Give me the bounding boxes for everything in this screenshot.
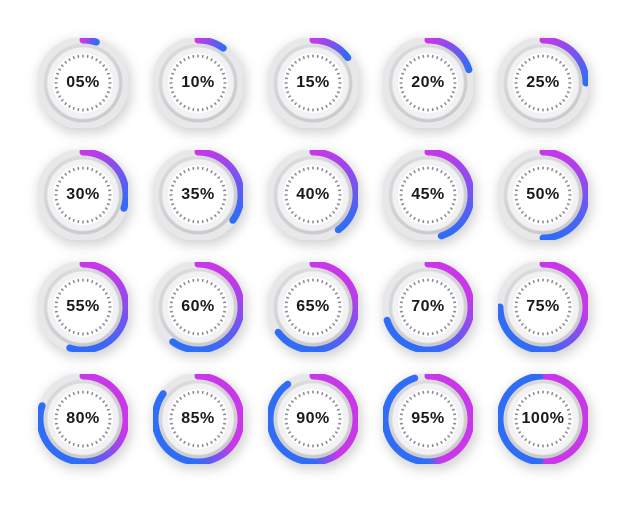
dial-value-label: 100% [498,374,588,464]
progress-dial: 35% [153,150,243,240]
dial-value-label: 75% [498,262,588,352]
dial-value-label: 30% [38,150,128,240]
dial-value-label: 80% [38,374,128,464]
progress-dial: 70% [383,262,473,352]
dial-value-label: 45% [383,150,473,240]
progress-dial: 20% [383,38,473,128]
dial-value-label: 10% [153,38,243,128]
progress-dial: 80% [38,374,128,464]
progress-dial: 65% [268,262,358,352]
progress-dial: 40% [268,150,358,240]
progress-dial: 45% [383,150,473,240]
progress-dial: 60% [153,262,243,352]
dial-value-label: 15% [268,38,358,128]
dial-value-label: 05% [38,38,128,128]
dial-value-label: 35% [153,150,243,240]
progress-dial: 30% [38,150,128,240]
dial-value-label: 40% [268,150,358,240]
dial-value-label: 25% [498,38,588,128]
progress-dial: 15% [268,38,358,128]
progress-dial: 90% [268,374,358,464]
dial-value-label: 60% [153,262,243,352]
progress-dial: 25% [498,38,588,128]
progress-dial: 50% [498,150,588,240]
progress-dial: 85% [153,374,243,464]
progress-dial: 05% [38,38,128,128]
dial-value-label: 55% [38,262,128,352]
progress-dial: 95% [383,374,473,464]
progress-dial: 55% [38,262,128,352]
dial-grid: 05% 10% 15% 20% 25% 30% 35% 40% 45% 50% 55% 60% 65% 7… [0,0,626,513]
dial-value-label: 65% [268,262,358,352]
progress-dial: 100% [498,374,588,464]
dial-value-label: 50% [498,150,588,240]
dial-value-label: 85% [153,374,243,464]
dial-value-label: 90% [268,374,358,464]
dial-value-label: 20% [383,38,473,128]
progress-dial: 10% [153,38,243,128]
dial-value-label: 95% [383,374,473,464]
progress-dial: 75% [498,262,588,352]
dial-value-label: 70% [383,262,473,352]
